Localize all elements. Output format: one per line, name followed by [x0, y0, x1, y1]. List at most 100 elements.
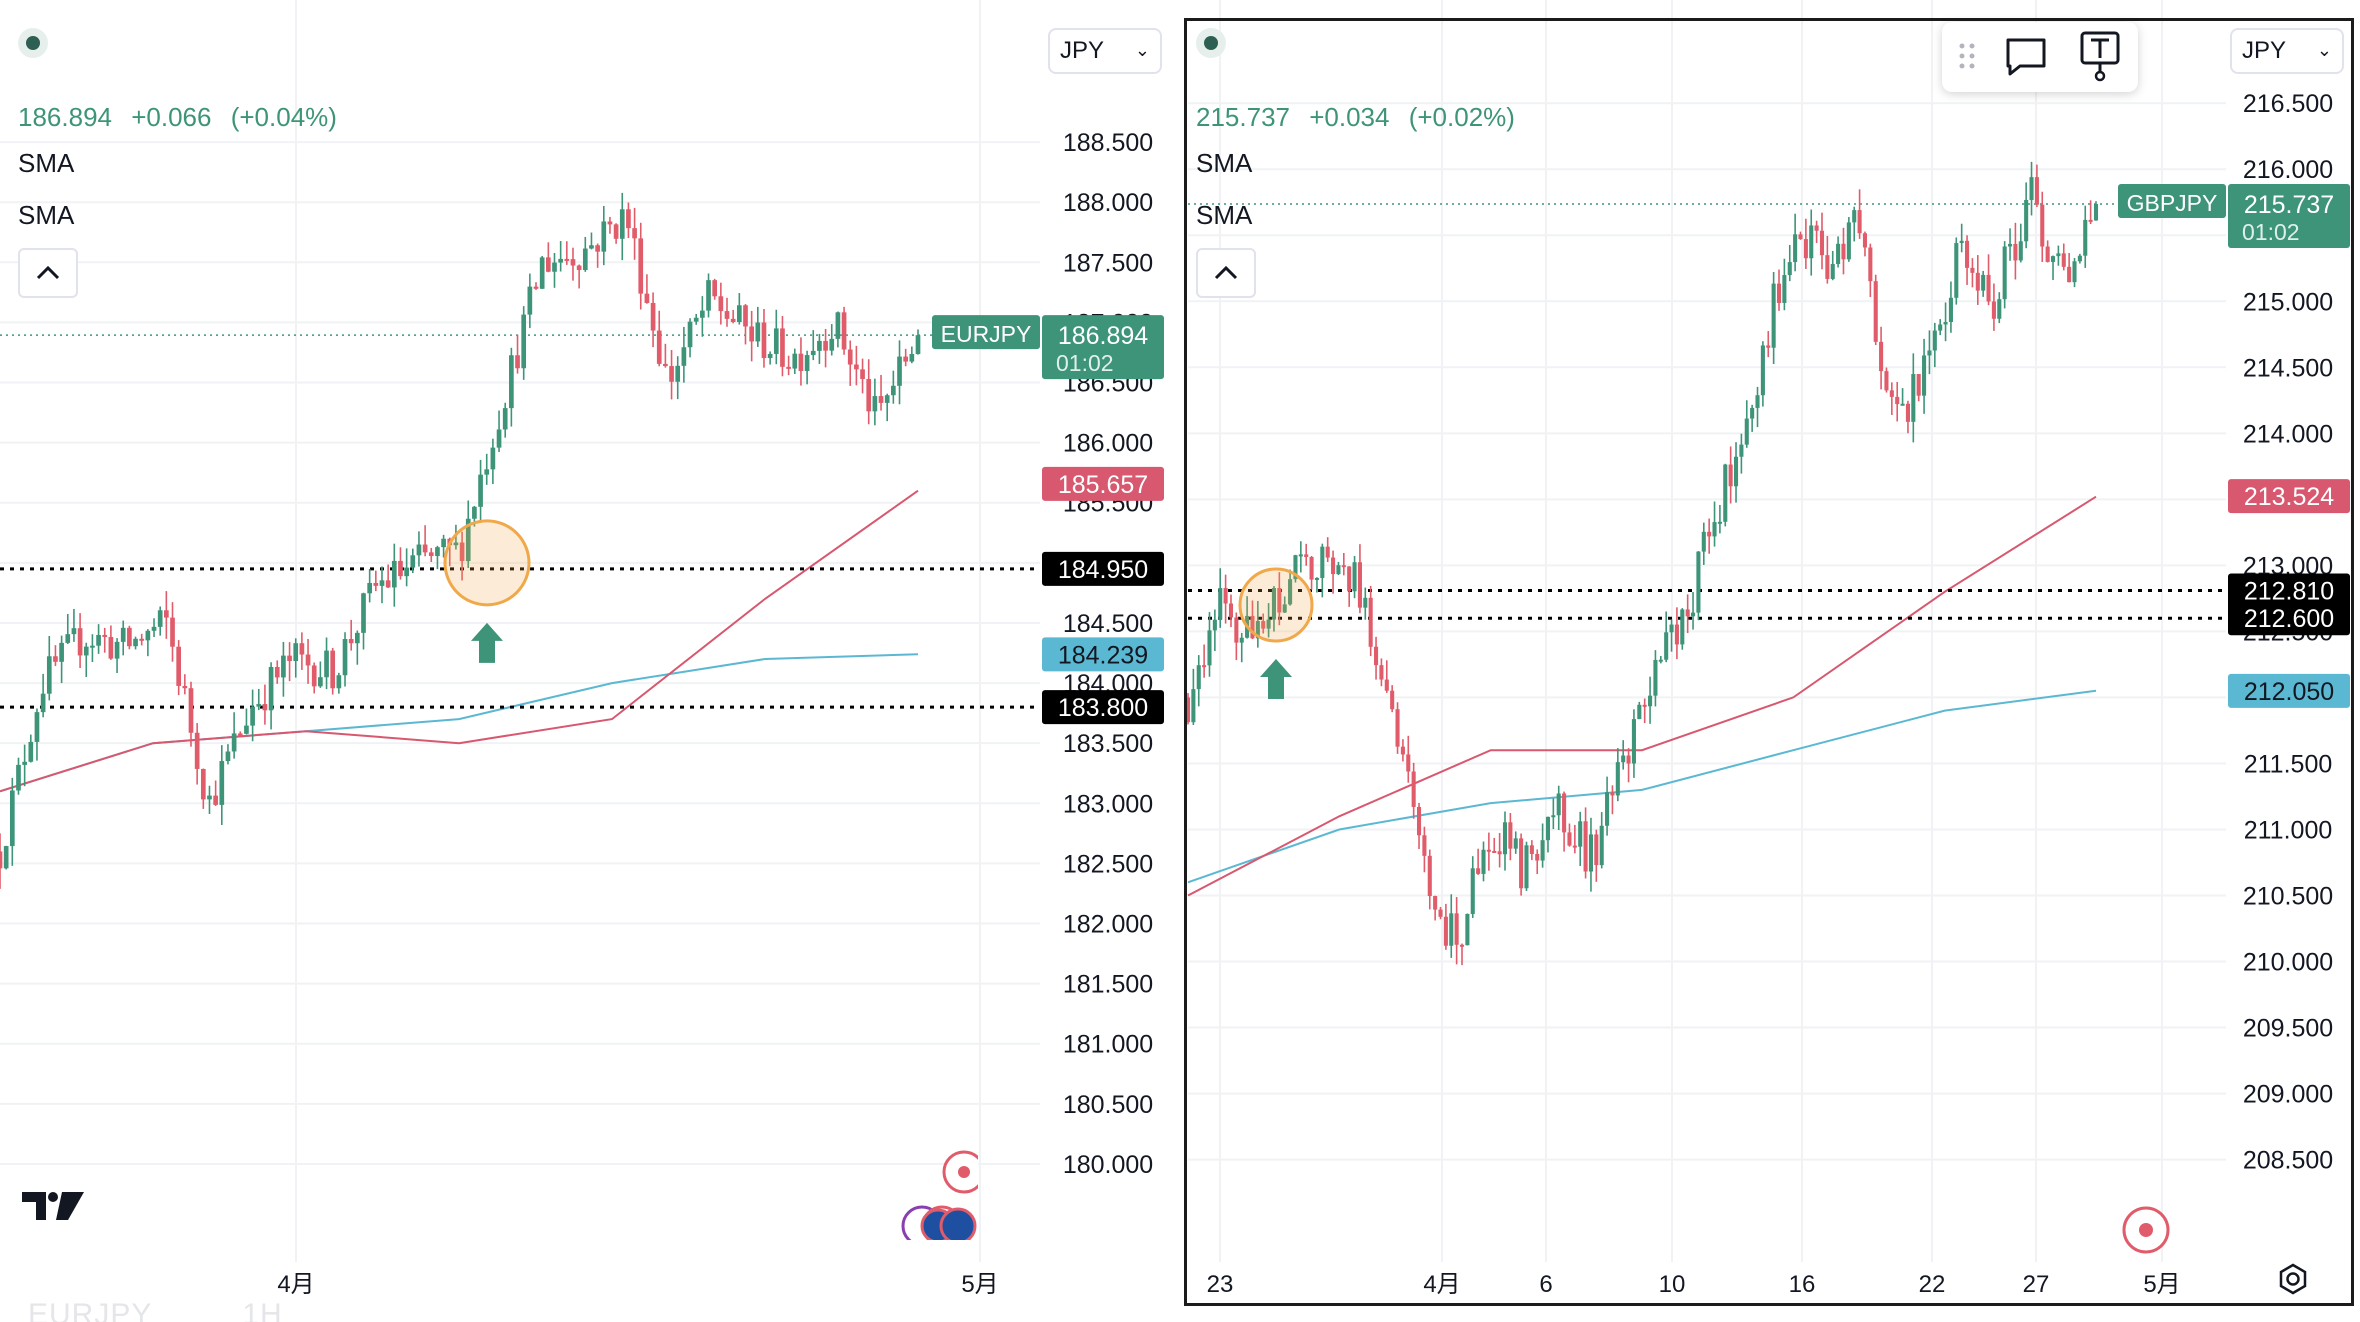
candle-body [1513, 838, 1518, 849]
candle [1814, 220, 1819, 244]
candle [1331, 550, 1336, 594]
text-tool-icon[interactable] [2078, 30, 2122, 82]
candle-body [700, 310, 705, 318]
candle-body [2072, 261, 2077, 283]
candle-body [675, 365, 681, 382]
candle-body [866, 379, 872, 412]
time-axis[interactable]: 23 4月 6 10 16 22 27 5月 [1207, 1271, 2181, 1298]
candle [1588, 817, 1594, 892]
candle-body [792, 353, 798, 369]
candle-body [2067, 266, 2072, 283]
candle [90, 634, 95, 662]
collapse-legend-button[interactable] [18, 248, 78, 298]
candle [1438, 906, 1443, 920]
chart-canvas-gbpjpy[interactable]: 216.500216.000215.500215.000214.500214.0… [1176, 0, 2360, 1322]
current-price-bg [1042, 315, 1164, 380]
candle [1234, 612, 1239, 661]
buy-arrow-icon[interactable] [1260, 658, 1292, 699]
signal-highlight-circle[interactable] [1238, 567, 1314, 643]
candle [1261, 613, 1266, 634]
candle [1599, 812, 1604, 869]
candle [687, 318, 693, 358]
candle [311, 662, 317, 694]
candle [416, 531, 422, 567]
collapse-legend-button[interactable] [1196, 248, 1256, 298]
candle-body [157, 610, 163, 627]
candle [576, 264, 582, 289]
candle [613, 223, 619, 244]
candle-body [2002, 246, 2007, 300]
currency-select[interactable]: JPY ⌄ [2230, 28, 2344, 74]
candle [1905, 400, 1910, 434]
candle [1776, 269, 1782, 311]
market-status-icon [18, 28, 48, 58]
economic-event-icon[interactable] [2116, 1200, 2176, 1260]
sma-fast-badge: 213.524 [2228, 479, 2350, 514]
candle [250, 689, 255, 742]
candle [1610, 785, 1615, 815]
candle-body [1422, 835, 1427, 856]
level-lower-badge-bg [2228, 601, 2350, 636]
candle [1846, 216, 1851, 262]
buy-arrow-icon[interactable] [471, 622, 503, 663]
sma-indicator-2[interactable]: SMA [1196, 200, 1253, 230]
chart-settings-button[interactable] [2276, 1262, 2310, 1301]
candle [638, 222, 644, 310]
currency-select[interactable]: JPY ⌄ [1048, 28, 1162, 74]
candle-body [1803, 239, 1808, 259]
candle-body [1556, 793, 1561, 816]
candle [706, 273, 711, 318]
candle-body [361, 593, 366, 633]
candle [16, 757, 21, 795]
candle-body [348, 639, 354, 644]
floating-drawing-toolbar[interactable] [1942, 22, 2138, 92]
candle [2029, 161, 2034, 216]
candle-body [761, 322, 767, 359]
chart-pane-eurjpy[interactable]: 188.500188.000187.500187.000186.500186.0… [0, 0, 1176, 1322]
candle-body [1384, 679, 1389, 691]
sma-indicator-1[interactable]: SMA [1196, 148, 1253, 178]
candle [780, 316, 785, 377]
candle [1497, 832, 1502, 868]
candle [736, 293, 742, 325]
symbol-tag-bg [2118, 183, 2226, 218]
candle-body [823, 340, 828, 351]
candle-body [663, 363, 668, 367]
candle [34, 708, 40, 761]
candles [0, 192, 921, 889]
candle-body [1991, 301, 1996, 319]
candle [453, 524, 459, 550]
candle-body [1540, 840, 1545, 861]
candle [1787, 244, 1792, 282]
tradingview-logo[interactable] [22, 1190, 86, 1227]
chart-pane-gbpjpy[interactable]: 216.500216.000215.500215.000214.500214.0… [1176, 0, 2360, 1322]
drag-handle-icon[interactable] [1958, 42, 1978, 72]
candle-body [2029, 177, 2034, 200]
candle [823, 328, 828, 368]
watermark-timeframe: 1H [242, 1298, 283, 1322]
candle-body [644, 293, 650, 303]
time-axis[interactable]: 4月 5月 [277, 1271, 998, 1298]
candle-body [46, 656, 52, 694]
candle-body [324, 650, 329, 678]
sma-indicator-2[interactable]: SMA [18, 200, 75, 230]
signal-highlight-circle[interactable] [443, 519, 531, 607]
candle-body [736, 305, 742, 322]
candle [77, 613, 83, 669]
candle-body [1427, 855, 1432, 896]
candle [1793, 213, 1798, 272]
candle [2093, 201, 2099, 221]
candle [847, 340, 853, 386]
candle-body [558, 258, 563, 263]
price-axis-label: 209.000 [2243, 1081, 2333, 1109]
candle-body [1277, 588, 1282, 613]
sma-fast-badge-text: 185.657 [1058, 471, 1148, 499]
candle-body [213, 795, 218, 805]
watermark-symbol: EURJPY [28, 1298, 153, 1322]
candle [1400, 739, 1405, 762]
sma-indicator-1[interactable]: SMA [18, 148, 75, 178]
comment-icon[interactable] [2004, 36, 2048, 76]
candle-body [1723, 464, 1728, 522]
chart-canvas-eurjpy[interactable]: 188.500188.000187.500187.000186.500186.0… [0, 0, 1176, 1322]
candle-body [780, 328, 785, 367]
